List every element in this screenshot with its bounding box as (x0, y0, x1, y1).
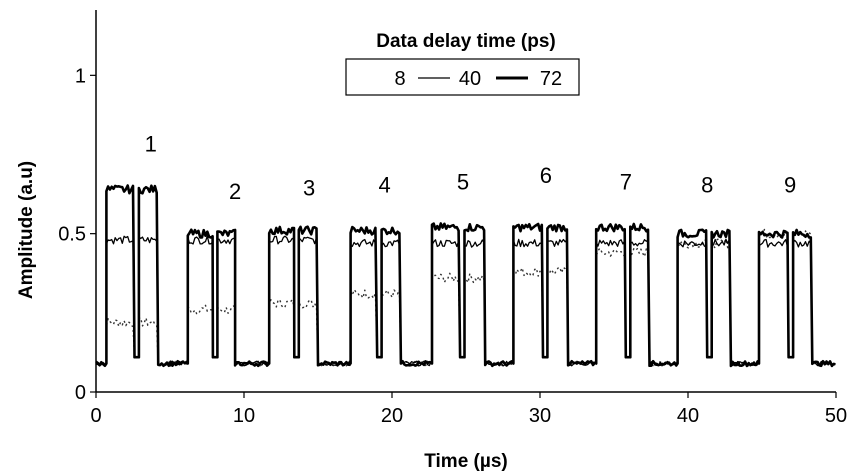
legend-label-40: 40 (459, 68, 481, 90)
x-tick-label-10: 10 (233, 405, 255, 427)
y-tick-label-0: 0 (75, 382, 86, 404)
x-tick-label-20: 20 (381, 405, 403, 427)
pulse-label-2: 2 (229, 179, 241, 204)
x-tick-label-0: 0 (90, 405, 101, 427)
y-axis-title: Amplitude (a.u) (16, 161, 37, 299)
legend-label-72: 72 (540, 68, 562, 90)
legend-box (345, 58, 580, 96)
pulse-label-8: 8 (701, 173, 713, 198)
pulse-label-5: 5 (457, 169, 469, 194)
pulse-label-3: 3 (303, 176, 315, 201)
pulse-label-7: 7 (620, 169, 632, 194)
series-line-72 (95, 184, 836, 368)
pulse-label-9: 9 (784, 173, 796, 198)
pulse-label-4: 4 (378, 173, 390, 198)
y-tick-label-1: 1 (75, 65, 86, 87)
series-group (95, 184, 837, 368)
pulse-label-1: 1 (145, 131, 157, 156)
y-tick-label-0.5: 0.5 (58, 224, 86, 246)
ticks-group: 0 10 20 30 40 50 0 0.5 1 (58, 65, 847, 427)
pulse-label-6: 6 (540, 163, 552, 188)
pulse-label-group: 1 2 3 4 5 6 7 8 9 (145, 131, 797, 204)
legend-label-8: 8 (394, 68, 405, 90)
legend: Data delay time (ps) 8 40 72 (345, 31, 580, 96)
legend-title: Data delay time (ps) (376, 31, 556, 52)
x-tick-label-50: 50 (825, 405, 847, 427)
x-tick-label-40: 40 (677, 405, 699, 427)
x-axis-title: Time (µs) (424, 451, 507, 472)
x-tick-label-30: 30 (529, 405, 551, 427)
plot-area: 0 10 20 30 40 50 0 0.5 1 1 2 3 4 5 6 7 8 9 (58, 10, 847, 427)
